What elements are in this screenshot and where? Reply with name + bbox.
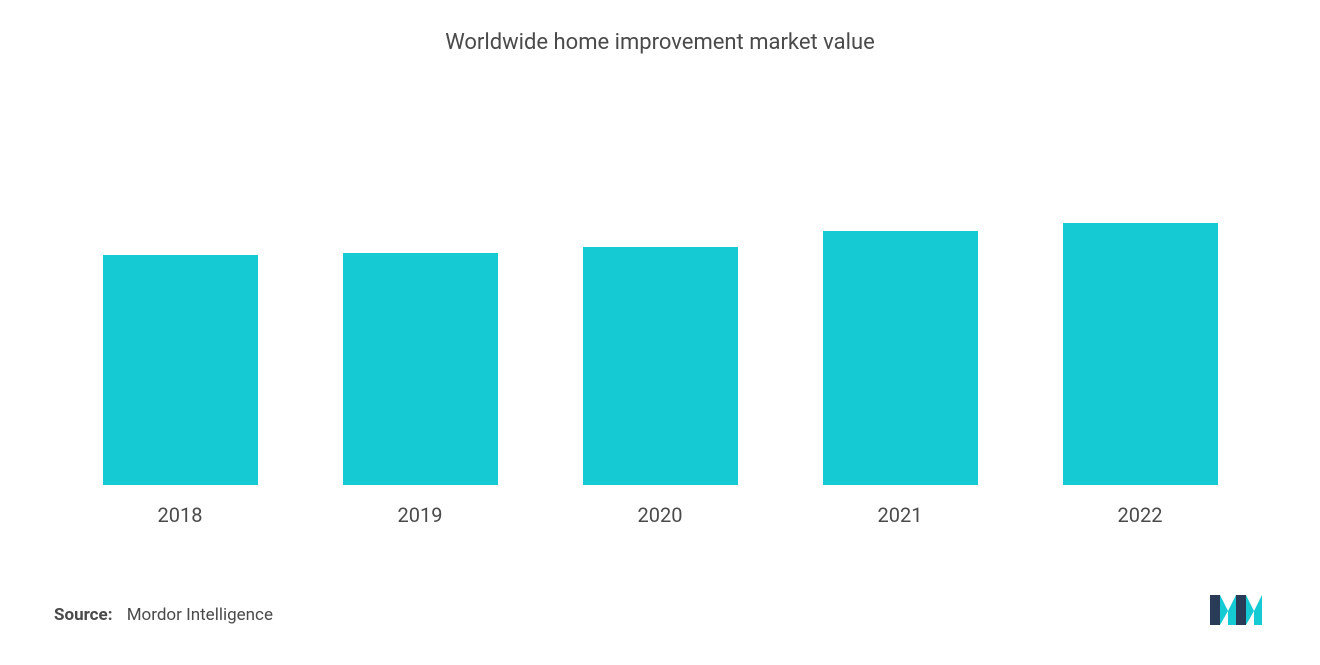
bar-2018 [103, 255, 258, 485]
bar-group: 2020 [540, 65, 780, 527]
bar-label: 2020 [638, 503, 683, 527]
bar-2020 [583, 247, 738, 485]
brand-logo-icon [1210, 587, 1266, 625]
bar-group: 2019 [300, 65, 540, 527]
bar-group: 2018 [60, 65, 300, 527]
bar-group: 2021 [780, 65, 1020, 527]
plot-area: 2018 2019 2020 2021 2022 [50, 65, 1270, 527]
bar-label: 2019 [398, 503, 443, 527]
chart-footer: Source: Mordor Intelligence [50, 587, 1270, 625]
bar-label: 2022 [1118, 503, 1163, 527]
chart-container: Worldwide home improvement market value … [0, 0, 1320, 665]
bar-label: 2018 [158, 503, 203, 527]
bar-label: 2021 [878, 503, 923, 527]
bar-2022 [1063, 223, 1218, 485]
chart-title: Worldwide home improvement market value [50, 30, 1270, 55]
source-line: Source: Mordor Intelligence [54, 605, 273, 625]
bar-group: 2022 [1020, 65, 1260, 527]
source-value: Mordor Intelligence [127, 605, 273, 625]
bar-2021 [823, 231, 978, 485]
bar-2019 [343, 253, 498, 485]
source-label: Source: [54, 605, 112, 625]
